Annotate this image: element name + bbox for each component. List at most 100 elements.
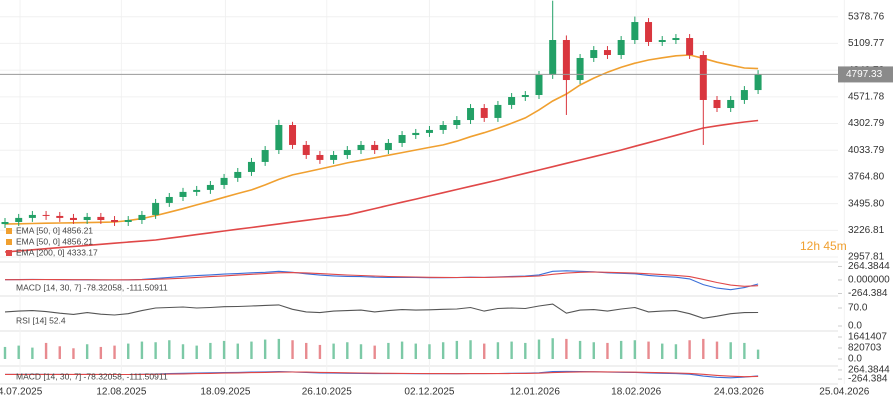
volume-bar — [565, 338, 568, 359]
candle-body — [494, 104, 502, 118]
volume-bar — [17, 345, 20, 359]
y-tick-label: 70.0 — [848, 303, 868, 314]
y-tick-label: 3764.80 — [848, 172, 885, 183]
volume-bar — [387, 342, 390, 359]
x-tick-label: 02.12.2025 — [404, 387, 454, 398]
volume-bar — [756, 349, 760, 359]
candle-body — [69, 217, 77, 221]
volume-bar — [72, 348, 75, 359]
volume-bar — [318, 344, 322, 359]
indicator-label: MACD [14, 30, 7] -78.32058, -111.50911 — [16, 371, 168, 381]
indicator-line — [4, 303, 759, 319]
volume-bar — [222, 340, 226, 359]
x-tick-label: 12.08.2025 — [96, 387, 146, 398]
candle-body — [631, 22, 639, 41]
volume-bar — [400, 341, 404, 359]
volume-bar — [496, 342, 500, 359]
timer-label: 12h 45m — [800, 239, 847, 253]
volume-bar — [619, 340, 623, 359]
candle-body — [576, 57, 584, 81]
volume-bar — [592, 342, 595, 359]
volume-bar — [181, 344, 185, 359]
last-price-label: 4797.33 — [846, 69, 883, 80]
volume-bar — [551, 338, 554, 359]
candle-body — [384, 142, 392, 151]
volume-bar — [537, 339, 541, 359]
candle-body — [590, 50, 598, 58]
indicator-line — [5, 371, 759, 378]
x-tick-label: 12.01.2026 — [510, 387, 560, 398]
candle-body — [549, 40, 557, 75]
candle-body — [672, 38, 680, 41]
volume-bar — [127, 343, 130, 359]
volume-bar — [195, 345, 198, 359]
candle-body — [480, 108, 488, 118]
candle-body — [316, 154, 324, 160]
candle-body — [535, 74, 543, 96]
volume-bar — [99, 346, 103, 359]
candle-body — [152, 202, 160, 215]
y-tick-label: 264.3844 — [848, 261, 890, 272]
candle-body — [645, 22, 653, 42]
volume-bar — [250, 341, 253, 359]
volume-bar — [483, 343, 486, 359]
legend-swatch — [6, 250, 12, 256]
candle-body — [754, 74, 762, 91]
volume-bar — [455, 340, 459, 359]
candle-body — [97, 216, 105, 221]
candle-body — [521, 95, 529, 97]
y-tick-label: 3226.81 — [848, 225, 885, 236]
volume-bar — [414, 343, 417, 359]
candle-body — [220, 177, 228, 185]
candle-body — [727, 99, 735, 109]
candle-body — [357, 144, 365, 151]
y-tick-label: 5109.77 — [848, 38, 885, 49]
candle-body — [234, 171, 242, 178]
volume-bar — [263, 339, 267, 359]
indicator-label: MACD [14, 30, 7] -78.32058, -111.50911 — [16, 282, 168, 292]
candle-body — [206, 184, 214, 190]
volume-bar — [633, 340, 637, 359]
candle-body — [343, 150, 351, 155]
volume-bar — [3, 346, 7, 359]
candle-body — [28, 214, 36, 218]
candle-body — [289, 124, 297, 145]
y-tick-label: 1641407 — [848, 332, 887, 343]
volume-bar — [578, 340, 582, 359]
volume-bar — [688, 340, 691, 359]
volume-bar — [647, 341, 650, 359]
legend-entry: EMA [50, 0] 4856.21 — [16, 236, 93, 246]
candle-body — [165, 196, 173, 203]
volume-bar — [510, 341, 513, 359]
volume-bar — [305, 342, 308, 359]
legend-swatch — [6, 228, 12, 234]
volume-bar — [140, 341, 144, 359]
candle-body — [302, 144, 310, 155]
candle-body — [398, 135, 406, 143]
volume-bar — [277, 338, 281, 359]
x-tick-label: 18.09.2025 — [200, 387, 250, 398]
candle-body — [1, 221, 9, 225]
candle-body — [124, 220, 132, 222]
x-tick-label: 26.10.2025 — [302, 387, 352, 398]
legend-entry: EMA [200, 0] 4333.17 — [16, 247, 98, 257]
volume-bar — [85, 344, 89, 359]
candle-body — [686, 38, 694, 56]
x-tick-label: 4.07.2025 — [0, 387, 43, 398]
indicator-label: RSI [14] 52.4 — [16, 315, 66, 325]
volume-bar — [661, 343, 664, 359]
volume-bar — [373, 345, 376, 359]
volume-bar — [44, 342, 48, 359]
volume-bar — [715, 341, 719, 359]
volume-bar — [168, 340, 171, 359]
y-tick-label: 0.0 — [848, 354, 862, 365]
last-price-box — [838, 66, 893, 83]
volume-bar — [113, 345, 116, 359]
candle-body — [111, 220, 119, 222]
ema-line — [4, 119, 759, 253]
volume-bar — [729, 342, 732, 359]
y-tick-label: -264.384 — [848, 374, 888, 385]
